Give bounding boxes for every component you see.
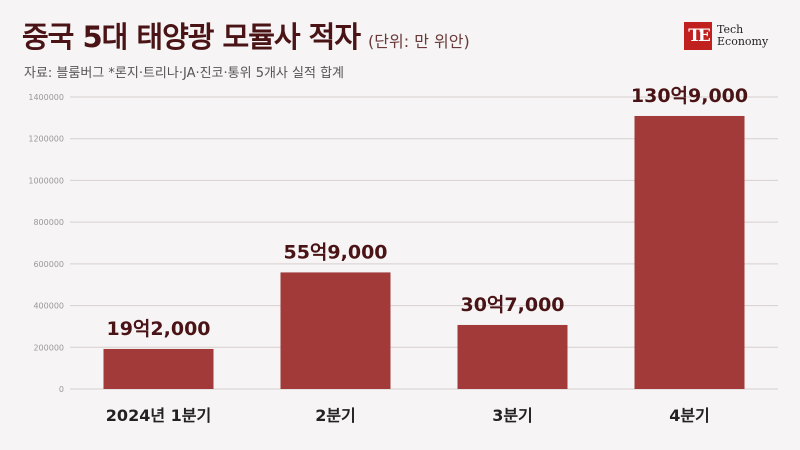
y-tick-label: 1200000 bbox=[28, 135, 64, 144]
y-tick-label: 400000 bbox=[33, 302, 64, 311]
y-tick-label: 1400000 bbox=[28, 93, 64, 102]
data-label: 19억2,000 bbox=[106, 318, 210, 340]
y-tick-label: 600000 bbox=[33, 260, 64, 269]
x-category-label: 2024년 1분기 bbox=[106, 406, 211, 425]
unit-label: (단위: 만 위안) bbox=[368, 32, 470, 51]
data-label: 130억9,000 bbox=[631, 85, 748, 107]
x-category-label: 2분기 bbox=[315, 406, 356, 425]
data-label: 55억9,000 bbox=[283, 241, 387, 263]
logo-text: Tech Economy bbox=[717, 24, 768, 48]
y-tick-label: 200000 bbox=[33, 343, 64, 352]
source-note: 자료: 블룸버그 *론지·트리나·JA·진코·통위 5개사 실적 합계 bbox=[24, 66, 345, 81]
y-tick-label: 0 bbox=[59, 385, 64, 394]
logo-line2: Economy bbox=[717, 35, 769, 48]
x-category-label: 3분기 bbox=[492, 406, 533, 425]
bar bbox=[634, 115, 745, 389]
bar bbox=[457, 324, 568, 389]
chart-title: 중국 5대 태양광 모듈사 적자 bbox=[22, 20, 361, 54]
bar bbox=[280, 272, 391, 389]
title-row: 중국 5대 태양광 모듈사 적자 (단위: 만 위안) bbox=[22, 14, 470, 56]
y-tick-label: 1000000 bbox=[28, 176, 64, 185]
x-category-label: 4분기 bbox=[669, 406, 710, 425]
bar bbox=[103, 348, 214, 389]
y-tick-label: 800000 bbox=[33, 218, 64, 227]
logo-mark: TE bbox=[684, 22, 712, 50]
logo-line1: Tech bbox=[717, 23, 744, 36]
logo: TE Tech Economy bbox=[684, 22, 768, 50]
data-label: 30억7,000 bbox=[460, 294, 564, 316]
